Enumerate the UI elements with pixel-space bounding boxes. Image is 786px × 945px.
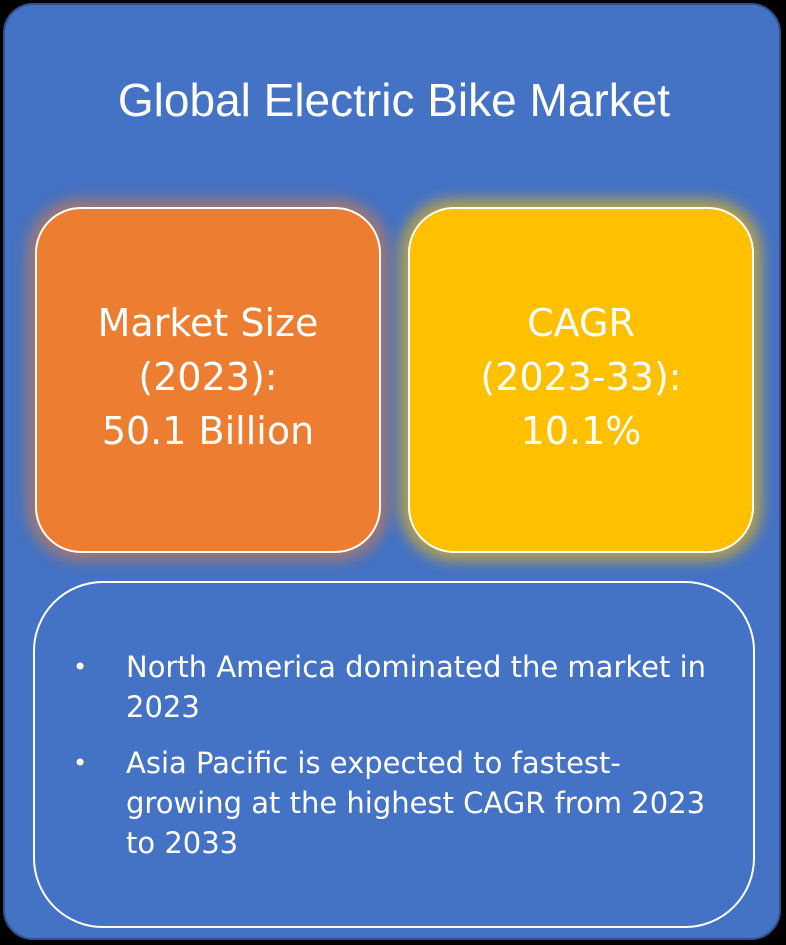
bullet-icon: •	[73, 653, 88, 681]
bullet-icon: •	[73, 749, 88, 777]
infographic-panel: Global Electric Bike Market Market Size …	[3, 3, 781, 940]
list-item: • Asia Pacific is expected to fastest-gr…	[35, 743, 735, 863]
finding-text: North America dominated the market in 20…	[126, 650, 706, 724]
finding-text: Asia Pacific is expected to fastest-grow…	[126, 746, 706, 860]
cagr-period: (2023-33):	[480, 355, 682, 399]
page-title: Global Electric Bike Market	[117, 74, 671, 126]
cagr-label: CAGR	[527, 301, 635, 345]
market-size-card: Market Size (2023): 50.1 Billion	[35, 207, 381, 553]
list-item: • North America dominated the market in …	[35, 647, 735, 727]
market-size-year: (2023):	[138, 355, 278, 399]
market-size-label: Market Size	[97, 301, 319, 345]
key-findings-box: • North America dominated the market in …	[33, 581, 755, 928]
cagr-card: CAGR (2023-33): 10.1%	[408, 207, 754, 553]
market-size-value: 50.1 Billion	[101, 409, 315, 453]
key-findings-list: • North America dominated the market in …	[35, 647, 735, 879]
cagr-value: 10.1%	[520, 409, 642, 453]
